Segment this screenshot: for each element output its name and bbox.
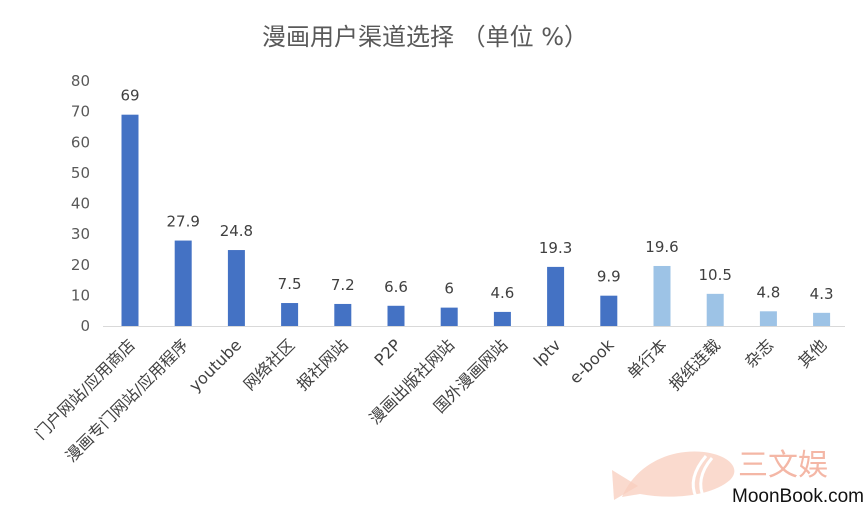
y-tick-label: 50 xyxy=(71,164,90,182)
data-label: 6 xyxy=(444,280,454,298)
data-label: 6.6 xyxy=(384,278,408,296)
y-tick-label: 20 xyxy=(71,256,90,274)
category-label: 门户网站/应用商店 xyxy=(31,335,139,443)
bar xyxy=(334,303,352,326)
data-label: 4.8 xyxy=(756,283,780,301)
fish-logo-icon xyxy=(612,451,735,500)
bar xyxy=(281,303,299,326)
watermark-brand: 三文娱 xyxy=(738,448,828,483)
y-tick-label: 80 xyxy=(71,72,90,90)
data-label: 7.2 xyxy=(331,276,355,294)
data-label: 19.6 xyxy=(645,238,678,256)
bar xyxy=(227,250,245,326)
bar xyxy=(813,312,831,326)
bar xyxy=(759,311,777,326)
data-label: 19.3 xyxy=(539,239,572,257)
category-label: 网络社区 xyxy=(240,335,299,394)
category-label: P2P xyxy=(371,335,406,370)
category-label: 报纸连载 xyxy=(665,335,724,394)
bar xyxy=(653,265,671,326)
data-label: 4.6 xyxy=(490,284,514,302)
data-label: 7.5 xyxy=(278,275,302,293)
category-label: 杂志 xyxy=(741,335,777,371)
category-label: 报社网站 xyxy=(293,335,352,394)
bar xyxy=(121,114,139,326)
watermark-logo: 三文娱 MoonBook.com xyxy=(612,448,864,507)
y-tick-label: 10 xyxy=(71,286,90,304)
y-tick-label: 30 xyxy=(71,225,90,243)
category-label: 单行本 xyxy=(623,335,670,382)
bar xyxy=(493,311,511,326)
bar xyxy=(600,295,618,326)
chart-title: 漫画用户渠道选择 （单位 %） xyxy=(262,23,588,51)
category-label: youtube xyxy=(185,335,245,395)
category-label: 其他 xyxy=(794,335,830,371)
bar xyxy=(706,293,724,326)
data-label: 24.8 xyxy=(220,222,253,240)
data-label: 10.5 xyxy=(698,266,731,284)
y-tick-label: 0 xyxy=(80,317,90,335)
y-tick-label: 70 xyxy=(71,103,90,121)
y-tick-label: 60 xyxy=(71,133,90,151)
y-tick-label: 40 xyxy=(71,195,90,213)
bar xyxy=(440,307,458,326)
data-label: 9.9 xyxy=(597,268,621,286)
bar xyxy=(174,240,192,326)
bar xyxy=(387,305,405,326)
category-label: e-book xyxy=(566,335,619,388)
data-label: 27.9 xyxy=(166,213,199,231)
category-label: Iptv xyxy=(529,335,564,370)
watermark-site: MoonBook.com xyxy=(732,486,864,507)
bar xyxy=(547,266,565,326)
data-label: 4.3 xyxy=(810,285,834,303)
data-label: 69 xyxy=(120,87,139,105)
